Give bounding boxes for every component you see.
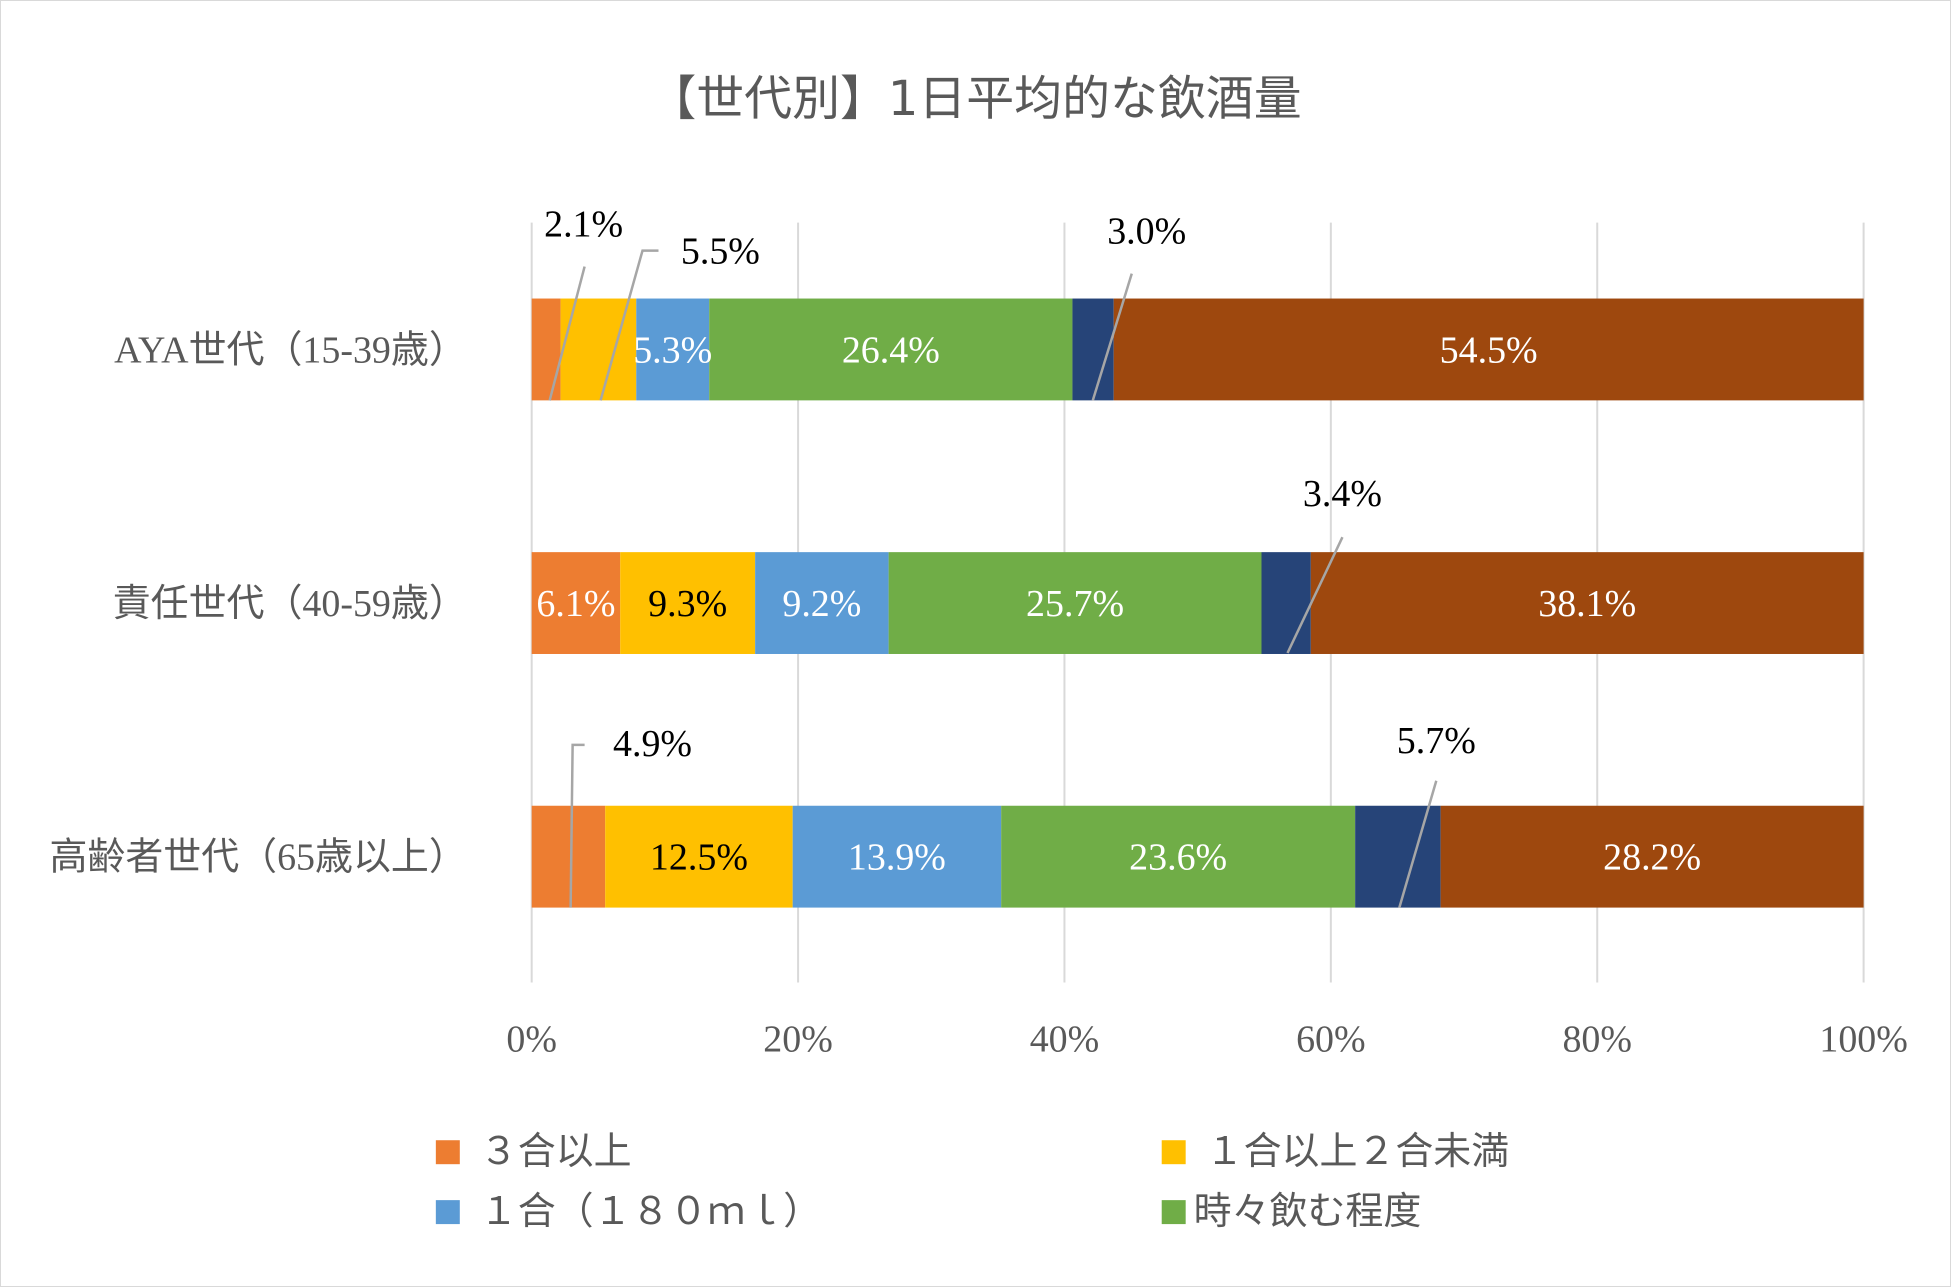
- data-label: 23.6%: [1129, 837, 1227, 879]
- legend-swatch: [435, 1140, 460, 1165]
- bar-segment: [1310, 552, 1864, 654]
- legend-item: 時々飲む程度: [1161, 1191, 1422, 1233]
- legend-swatch: [1161, 1140, 1186, 1165]
- leader-line: [548, 266, 586, 401]
- bar-segment: [531, 805, 606, 908]
- leader-line: [1398, 780, 1438, 908]
- legend-swatch: [1161, 1200, 1186, 1225]
- data-label: 38.1%: [1538, 583, 1636, 625]
- leader-line: [569, 743, 585, 908]
- bar-segment: [1440, 805, 1864, 908]
- leader-line: [1286, 536, 1344, 654]
- data-label: 2.1%: [544, 204, 623, 246]
- x-tick-label: 80%: [1562, 1018, 1632, 1060]
- x-tick-label: 0%: [506, 1018, 557, 1060]
- data-label: 3.4%: [1303, 473, 1382, 515]
- x-tick-label: 20%: [763, 1018, 833, 1060]
- category-label: AYA世代（15-39歳）: [114, 329, 467, 371]
- data-label: 5.5%: [681, 231, 760, 273]
- bar-segment: [755, 552, 889, 654]
- bar-segment: [531, 298, 561, 401]
- chart-title: 【世代別】1日平均的な飲酒量: [648, 72, 1301, 127]
- legend-label: ３合以上: [480, 1131, 632, 1173]
- bar-segment: [1261, 552, 1311, 654]
- data-label: 13.9%: [848, 837, 946, 879]
- data-label: 28.2%: [1603, 837, 1701, 879]
- data-label: 25.7%: [1026, 583, 1124, 625]
- data-label: 5.7%: [1397, 720, 1476, 762]
- data-label: 3.0%: [1107, 211, 1186, 253]
- legend-label: 時々飲む程度: [1194, 1191, 1422, 1233]
- x-tick-label: 100%: [1819, 1018, 1908, 1060]
- category-label: 責任世代（40-59歳）: [113, 583, 467, 625]
- legend-item: １合（１８０ｍｌ）: [435, 1191, 821, 1233]
- bar-segment: [531, 552, 621, 654]
- bar-segment: [888, 552, 1262, 654]
- bar-segment: [1113, 298, 1864, 401]
- bar-segment: [1001, 805, 1356, 908]
- bar-segment: [605, 805, 793, 908]
- category-label: 高齢者世代（65歳以上）: [49, 837, 466, 879]
- leader-line: [599, 249, 659, 401]
- data-label: 12.5%: [650, 837, 748, 879]
- bar-segment: [792, 805, 1002, 908]
- bar-segment: [1072, 298, 1114, 401]
- data-label: 9.3%: [648, 583, 727, 625]
- bar-segment: [1355, 805, 1441, 908]
- bar-segment: [636, 298, 710, 401]
- bar-segment: [709, 298, 1073, 401]
- data-label: 5.3%: [633, 329, 712, 371]
- legend-label: １合（１８０ｍｌ）: [480, 1191, 821, 1233]
- x-tick-label: 60%: [1296, 1018, 1366, 1060]
- legend-item: ３合以上: [435, 1131, 632, 1173]
- legend-item: １合以上２合未満: [1161, 1131, 1510, 1173]
- data-label: 4.9%: [613, 723, 692, 765]
- data-label: 54.5%: [1440, 329, 1538, 371]
- legend-swatch: [435, 1200, 460, 1225]
- x-tick-label: 40%: [1030, 1018, 1100, 1060]
- data-label: 9.2%: [782, 583, 861, 625]
- leader-line: [1091, 273, 1133, 401]
- bar-segment: [620, 552, 756, 654]
- legend-label: １合以上２合未満: [1206, 1131, 1510, 1173]
- data-label: 6.1%: [536, 583, 615, 625]
- data-label: 26.4%: [842, 329, 940, 371]
